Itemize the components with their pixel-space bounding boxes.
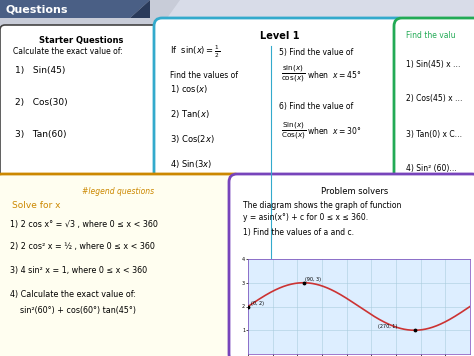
Text: (0, 2): (0, 2): [251, 300, 264, 305]
Text: when  $x = 30°$: when $x = 30°$: [307, 126, 361, 136]
Text: (270, 1): (270, 1): [377, 324, 397, 329]
Text: 1) $\cos(x)$: 1) $\cos(x)$: [170, 83, 208, 95]
Text: (90, 3): (90, 3): [305, 277, 321, 282]
Polygon shape: [0, 0, 150, 18]
Text: 3) $\mathrm{Cos}(2x)$: 3) $\mathrm{Cos}(2x)$: [170, 133, 215, 145]
Text: 1)   Sin(45): 1) Sin(45): [15, 66, 65, 74]
Text: Problem solvers: Problem solvers: [321, 188, 388, 197]
Text: 2) Cos(45) x …: 2) Cos(45) x …: [406, 94, 463, 104]
Text: 4) $\mathrm{Sin}(3x)$: 4) $\mathrm{Sin}(3x)$: [170, 158, 212, 170]
Text: when  $x = 45°$: when $x = 45°$: [307, 68, 361, 79]
FancyBboxPatch shape: [0, 25, 163, 183]
Text: 3)   Tan(60): 3) Tan(60): [15, 130, 66, 138]
FancyBboxPatch shape: [229, 174, 474, 356]
Text: 1) Find the values of a and c.: 1) Find the values of a and c.: [243, 227, 354, 236]
FancyBboxPatch shape: [394, 18, 474, 356]
Text: $\frac{\sin(x)}{\cos(x)}$: $\frac{\sin(x)}{\cos(x)}$: [281, 63, 305, 85]
Text: 2) $\mathrm{Tan}(x)$: 2) $\mathrm{Tan}(x)$: [170, 108, 210, 120]
FancyBboxPatch shape: [154, 18, 406, 356]
Text: The diagram shows the graph of function: The diagram shows the graph of function: [243, 201, 401, 210]
Text: $\frac{\mathrm{Sin}(x)}{\mathrm{Cos}(x)}$: $\frac{\mathrm{Sin}(x)}{\mathrm{Cos}(x)}…: [281, 120, 307, 142]
Polygon shape: [0, 0, 180, 28]
Text: Level 1: Level 1: [260, 31, 300, 41]
Text: 1) 2 cos x° = √3 , where 0 ≤ x < 360: 1) 2 cos x° = √3 , where 0 ≤ x < 360: [10, 220, 158, 229]
Text: If  $\sin(x) = \frac{1}{2}$: If $\sin(x) = \frac{1}{2}$: [170, 44, 220, 60]
Text: Calculate the exact value of:: Calculate the exact value of:: [13, 47, 123, 57]
Text: 5) Find the value of: 5) Find the value of: [279, 47, 354, 57]
Text: 2) 2 cos² x = ½ , where 0 ≤ x < 360: 2) 2 cos² x = ½ , where 0 ≤ x < 360: [10, 241, 155, 251]
Text: 2)   Cos(30): 2) Cos(30): [15, 98, 68, 106]
Text: Solve for x: Solve for x: [12, 201, 61, 210]
Text: 4) Calculate the exact value of:: 4) Calculate the exact value of:: [10, 289, 136, 298]
FancyBboxPatch shape: [0, 174, 242, 356]
Text: Questions: Questions: [6, 4, 69, 14]
Text: Starter Questions: Starter Questions: [39, 36, 124, 44]
Text: #legend questions: #legend questions: [82, 188, 154, 197]
Text: y = asin(x°) + c for 0 ≤ x ≤ 360.: y = asin(x°) + c for 0 ≤ x ≤ 360.: [243, 214, 368, 222]
Text: Find the values of: Find the values of: [170, 72, 238, 80]
Polygon shape: [130, 0, 150, 18]
Text: 3) 4 sin² x = 1, where 0 ≤ x < 360: 3) 4 sin² x = 1, where 0 ≤ x < 360: [10, 266, 147, 274]
Text: Find the valu: Find the valu: [406, 31, 456, 41]
Text: sin²(60°) + cos(60°) tan(45°): sin²(60°) + cos(60°) tan(45°): [10, 305, 136, 314]
Text: 4) Sin² (60)…: 4) Sin² (60)…: [406, 164, 457, 173]
Text: 1) Sin(45) x …: 1) Sin(45) x …: [406, 59, 461, 68]
Text: 6) Find the value of: 6) Find the value of: [279, 101, 354, 110]
Text: 3) Tan(0) x C…: 3) Tan(0) x C…: [406, 130, 462, 138]
